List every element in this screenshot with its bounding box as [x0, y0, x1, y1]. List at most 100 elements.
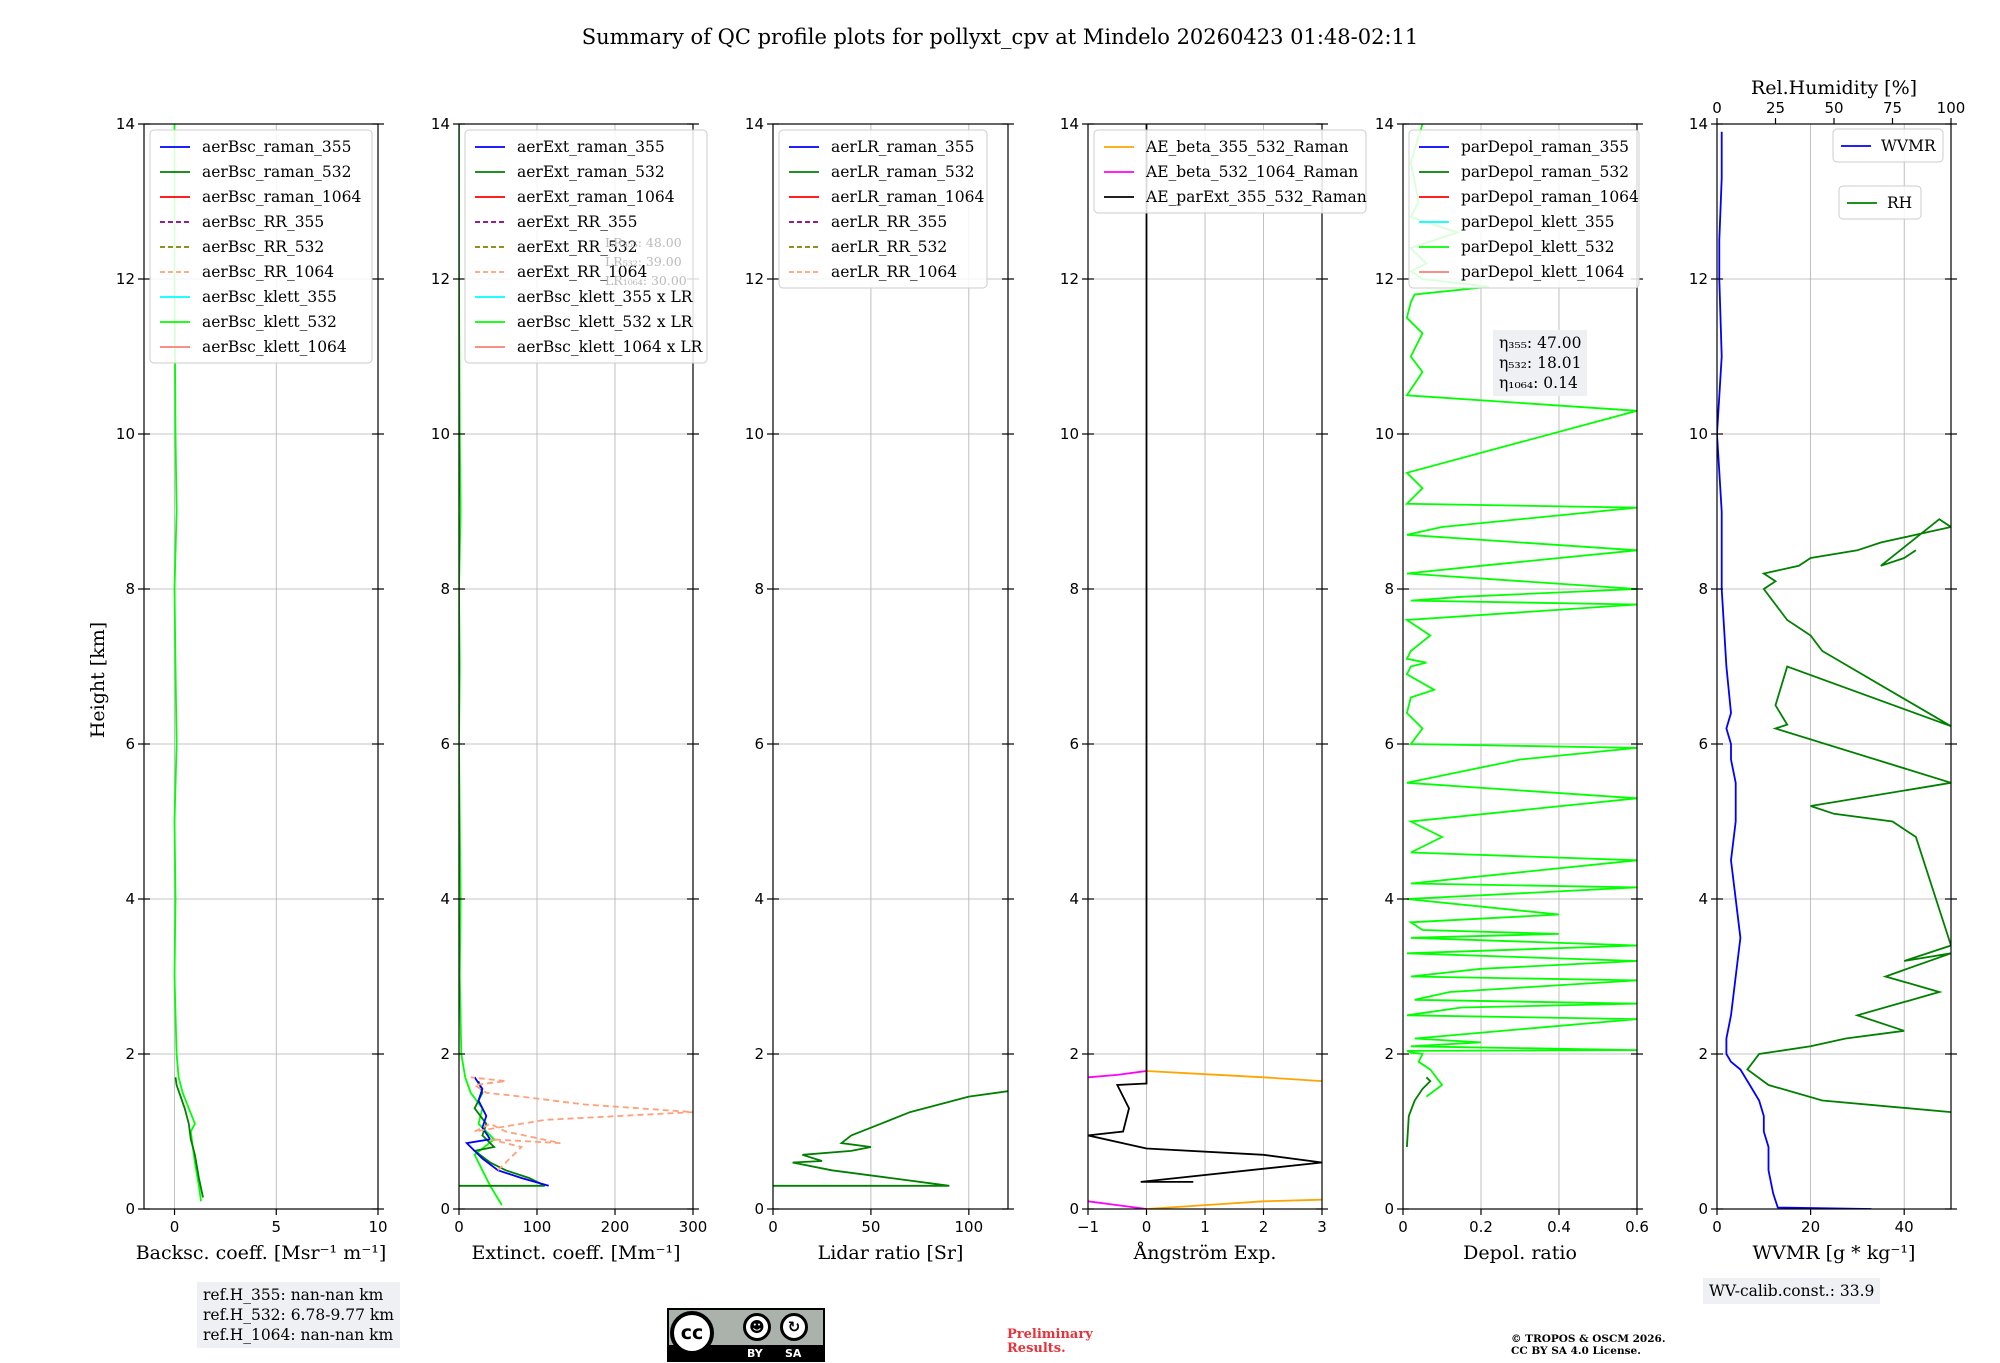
legend-box	[778, 129, 988, 289]
ref-height-1064: ref.H_1064: nan-nan km	[203, 1326, 394, 1344]
y-tick-label: 6	[440, 735, 450, 753]
x-tick-label: 40	[1895, 1218, 1914, 1236]
y-tick-label: 4	[125, 890, 135, 908]
y-tick-label: 0	[125, 1200, 135, 1218]
y-tick-label: 2	[1698, 1045, 1708, 1063]
x-tick-label: 200	[601, 1218, 630, 1236]
series-aerLR_raman_532	[773, 1090, 1008, 1187]
series-AE_beta_532_1064_Raman	[1088, 1070, 1147, 1079]
y-tick-label: 6	[1069, 735, 1079, 753]
legend-entry: aerLR_raman_1064	[831, 188, 984, 206]
legend-entry: aerBsc_raman_355	[202, 138, 352, 156]
top-axis-label: Rel.Humidity [%]	[1751, 77, 1917, 99]
y-tick-label: 12	[116, 270, 135, 288]
legend-entry: aerExt_RR_1064	[517, 263, 648, 281]
y-tick-label: 4	[1384, 890, 1394, 908]
plot-area	[173, 124, 204, 1202]
legend: aerLR_raman_355 aerLR_raman_532 aerLR_rama…	[778, 129, 988, 289]
x-tick-label: 100	[955, 1218, 984, 1236]
axes-frame	[1716, 123, 1952, 1210]
legend-entry: aerBsc_klett_1064	[202, 338, 347, 356]
legend-entry: AE_beta_532_1064_Raman	[1145, 163, 1358, 181]
series-aerExt_RR_1064	[470, 1076, 693, 1171]
series-aerBsc_raman_532	[174, 1077, 204, 1198]
y-tick-label: 12	[1689, 270, 1708, 288]
legend-entry: AE_beta_355_532_Raman	[1145, 138, 1348, 156]
legend-entry: aerLR_RR_1064	[831, 263, 957, 281]
y-tick-label: 10	[1060, 425, 1079, 443]
legend-entry: aerBsc_RR_532	[202, 238, 324, 256]
x-axis-label: Depol. ratio	[1463, 1242, 1577, 1264]
copyright-line-2: CC BY SA 4.0 License.	[1511, 1345, 1641, 1357]
figure-title: Summary of QC profile plots for pollyxt_…	[582, 25, 1419, 49]
x-axis-label: Ångström Exp.	[1133, 1242, 1277, 1264]
legend-entry: aerBsc_klett_355 x LR	[517, 288, 694, 306]
axes-frame	[458, 123, 694, 1210]
y-tick-label: 6	[125, 735, 135, 753]
axes-frame	[1402, 123, 1638, 1210]
top-x-tick-label: 25	[1766, 99, 1785, 117]
series-WVMR	[1717, 131, 1872, 1209]
legend-entry: parDepol_klett_355	[1461, 213, 1614, 231]
plot-area	[1088, 124, 1322, 1209]
y-tick-label: 8	[1069, 580, 1079, 598]
legend-entry: parDepol_klett_1064	[1461, 263, 1624, 281]
legend-entry: aerExt_RR_532	[517, 238, 638, 256]
y-tick-label: 10	[116, 425, 135, 443]
legend-entry: aerBsc_klett_355	[202, 288, 337, 306]
legend-entry: aerExt_RR_355	[517, 213, 638, 231]
x-tick-label: 3	[1317, 1218, 1327, 1236]
x-tick-label: 0	[170, 1218, 180, 1236]
y-tick-label: 4	[1069, 890, 1079, 908]
legend-entry: aerBsc_raman_1064	[202, 188, 362, 206]
legend-entry: aerExt_raman_1064	[517, 188, 675, 206]
y-tick-label: 8	[440, 580, 450, 598]
y-tick-label: 12	[1060, 270, 1079, 288]
legend: aerBsc_raman_355 aerBsc_raman_532 aerBsc_r…	[149, 129, 373, 364]
plot-area	[459, 124, 693, 1206]
legend-entry: parDepol_raman_1064	[1461, 188, 1639, 206]
legend: aerExt_raman_355 aerExt_raman_532 aerExt_r…	[464, 129, 708, 364]
series-AE_parExt_355_532_Raman	[1088, 124, 1322, 1183]
y-tick-label: 14	[745, 115, 764, 133]
by-person-icon: ☻	[743, 1313, 771, 1341]
y-tick-label: 14	[1689, 115, 1708, 133]
y-tick-label: 14	[116, 115, 135, 133]
y-tick-label: 10	[1689, 425, 1708, 443]
x-axis-label: Backsc. coeff. [Msr⁻¹ m⁻¹]	[136, 1242, 387, 1264]
y-tick-label: 2	[1069, 1045, 1079, 1063]
y-axis-label: Height [km]	[87, 622, 109, 738]
y-tick-label: 6	[1698, 735, 1708, 753]
legend-box	[1832, 128, 1944, 163]
legend-box	[1408, 129, 1640, 289]
legend-entry: aerBsc_raman_532	[202, 163, 352, 181]
x-tick-label: 100	[523, 1218, 552, 1236]
y-tick-label: 12	[431, 270, 450, 288]
series-RH	[1746, 518, 1951, 1113]
ref-height-532: ref.H_532: 6.78-9.77 km	[203, 1306, 394, 1324]
cc-sa-label: SA	[785, 1347, 802, 1360]
eta-1064: η₁₀₆₄: 0.14	[1499, 374, 1578, 392]
lidar-ratio-info: LR₃₅₅: 48.00	[605, 235, 682, 250]
eta-355: η₃₅₅: 47.00	[1499, 334, 1582, 352]
y-tick-label: 6	[754, 735, 764, 753]
legend-box	[1093, 129, 1367, 214]
x-axis-label: Lidar ratio [Sr]	[818, 1242, 964, 1264]
legend-entry: parDepol_raman_355	[1461, 138, 1629, 156]
copyright-note: © TROPOS & OSCM 2026. CC BY SA 4.0 Licen…	[1511, 1333, 1666, 1357]
series-aerExt_raman_532	[459, 1080, 546, 1187]
y-tick-label: 2	[440, 1045, 450, 1063]
axes-frame	[143, 123, 379, 1210]
top-x-tick-label: 75	[1883, 99, 1902, 117]
panel-1: 0 2 4 6 8 10 12 14 0 5 10 Backsc. coeff. [Msr⁻¹ m⁻¹…	[116, 115, 388, 1264]
y-tick-label: 12	[745, 270, 764, 288]
top-x-tick-label: 100	[1937, 99, 1966, 117]
y-tick-label: 10	[431, 425, 450, 443]
x-tick-label: 0	[1142, 1218, 1152, 1236]
plot-area	[1404, 124, 1637, 1148]
y-tick-label: 4	[1698, 890, 1708, 908]
y-tick-label: 4	[754, 890, 764, 908]
x-tick-label: 0	[1712, 1218, 1722, 1236]
